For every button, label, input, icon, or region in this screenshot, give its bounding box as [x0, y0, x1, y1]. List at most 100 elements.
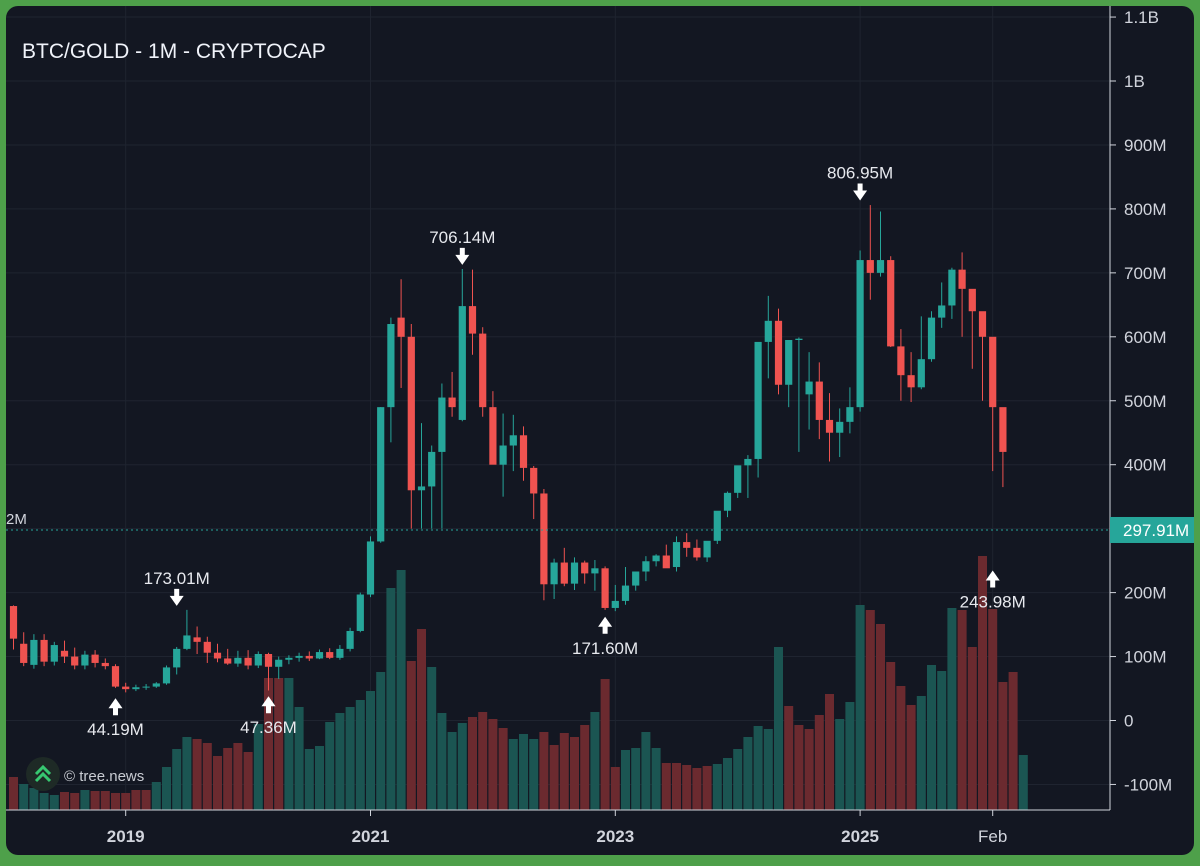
candle-body: [509, 435, 517, 446]
candle: [499, 413, 507, 497]
volume-bar: [712, 764, 722, 810]
volume-bar: [631, 748, 641, 810]
candle-body: [734, 465, 742, 493]
candle: [693, 539, 701, 561]
candle: [999, 407, 1007, 488]
candle: [846, 387, 854, 434]
candle: [519, 426, 528, 481]
volume-bar: [794, 725, 804, 810]
candle: [315, 649, 324, 660]
candle-body: [907, 375, 915, 388]
y-tick-label: 1.1B: [1124, 8, 1159, 27]
candle-body: [540, 493, 548, 585]
volume-bar: [29, 788, 39, 810]
candle-body: [795, 338, 803, 340]
candle: [560, 547, 568, 587]
volume-bar: [468, 717, 477, 810]
annotation: 47.36M: [240, 696, 297, 737]
candle: [570, 557, 579, 591]
volume-bar: [223, 748, 233, 810]
volume-bar: [539, 732, 549, 810]
candle-body: [111, 666, 120, 687]
volume-bar: [529, 739, 539, 810]
candle: [428, 445, 436, 529]
volume-bar: [162, 767, 171, 810]
candle-body: [550, 562, 558, 585]
candle: [336, 645, 344, 660]
volume-bar: [641, 732, 651, 810]
candle: [152, 682, 160, 688]
volume-bar: [682, 765, 692, 810]
candle-body: [968, 288, 976, 312]
candle: [234, 650, 242, 667]
candle: [581, 560, 589, 584]
candle: [621, 567, 630, 605]
volume-bar: [396, 570, 406, 810]
volume-bar: [233, 743, 243, 810]
candle-body: [642, 561, 650, 572]
y-axis[interactable]: 1.1B1B900M800M700M600M500M400M300M200M10…: [1109, 6, 1194, 810]
candle-body: [9, 606, 18, 639]
candle: [448, 371, 456, 417]
x-axis[interactable]: 2019 2021 2023 2025 Feb: [6, 809, 1110, 846]
candle: [458, 269, 466, 422]
candle-body: [264, 653, 273, 667]
volume-bar: [692, 768, 702, 810]
candle: [417, 423, 426, 529]
volume-bar: [437, 713, 447, 810]
candle-body: [366, 541, 375, 595]
candle-body: [723, 492, 732, 511]
volume-bar: [80, 790, 90, 810]
candle-body: [774, 320, 783, 385]
candle-body: [162, 667, 171, 684]
candle-body: [254, 653, 262, 666]
volume-bar: [274, 678, 284, 810]
candle: [876, 211, 885, 277]
y-tick-label: 500M: [1124, 392, 1167, 411]
y-tick-label: 100M: [1124, 648, 1167, 667]
volume-bar: [651, 748, 661, 810]
candle: [887, 256, 895, 348]
candle-body: [387, 324, 395, 408]
volume-bar: [304, 749, 314, 810]
volume-bar: [753, 726, 763, 810]
candle-body: [754, 341, 762, 459]
candle: [754, 341, 762, 478]
candle: [856, 250, 864, 412]
volume-bar: [335, 713, 345, 810]
candle: [968, 288, 976, 369]
candle-body: [377, 407, 385, 542]
volume-bar: [182, 737, 192, 810]
volume-bar: [264, 678, 273, 810]
volume-bar: [202, 743, 212, 810]
volume-bar: [294, 707, 304, 810]
candle-body: [356, 594, 364, 631]
volume-bar: [876, 624, 885, 810]
current-price-line: 2M: [6, 511, 1110, 531]
candle-body: [601, 568, 609, 608]
candle: [489, 391, 497, 465]
x-tick-label: 2025: [841, 827, 879, 846]
candle-body: [336, 648, 344, 658]
volume-bar: [325, 722, 335, 810]
volume-bar: [498, 728, 508, 810]
candle-body: [917, 359, 925, 388]
candle: [101, 658, 109, 670]
candle-body: [213, 652, 222, 659]
candle: [989, 336, 997, 472]
annotation: 243.98M: [960, 570, 1026, 611]
annotation-label: 47.36M: [240, 718, 297, 737]
candle-body: [428, 451, 436, 487]
candle-body: [438, 397, 446, 452]
candle-body: [458, 306, 466, 420]
y-tick-label: 800M: [1124, 200, 1167, 219]
candle-body: [397, 317, 405, 337]
current-price-badge-bg: [1110, 516, 1194, 543]
candle: [540, 489, 548, 601]
y-tick-label: 0: [1124, 712, 1133, 731]
annotation-label: 806.95M: [827, 163, 893, 182]
volume-bar: [141, 790, 151, 810]
candle-body: [815, 381, 823, 420]
candle-body: [346, 630, 354, 649]
